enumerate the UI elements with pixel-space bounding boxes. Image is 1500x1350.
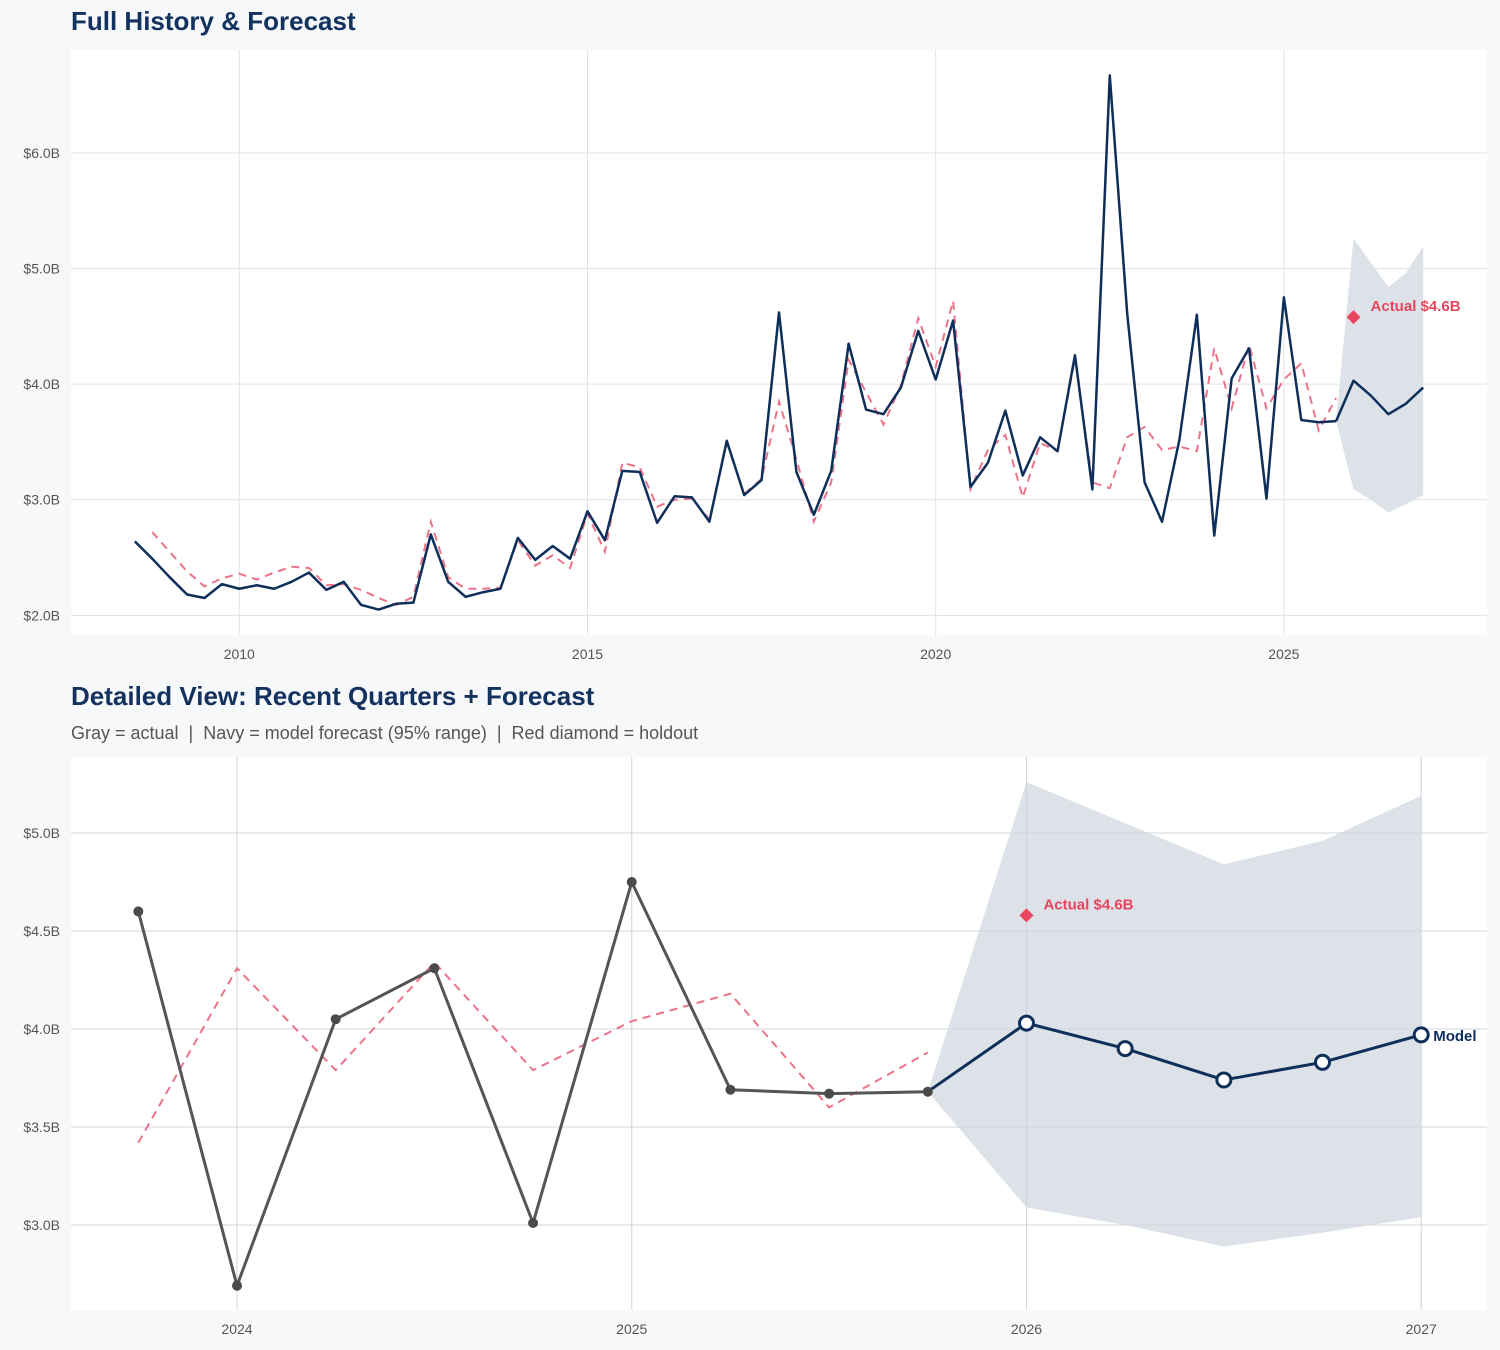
y-tick-label: $5.0B bbox=[23, 261, 60, 277]
actual-point bbox=[824, 1088, 835, 1099]
fitted-line bbox=[137, 960, 929, 1144]
y-tick-label: $5.0B bbox=[23, 825, 60, 841]
y-tick-label: $3.5B bbox=[23, 1119, 60, 1135]
actual-line bbox=[133, 74, 1337, 611]
y-tick-label: $4.0B bbox=[23, 376, 60, 392]
holdout-diamond bbox=[1019, 908, 1034, 923]
x-tick-label: 2015 bbox=[572, 646, 603, 662]
actual-point bbox=[330, 1014, 341, 1025]
forecast-95-range-band bbox=[927, 782, 1422, 1247]
detail-chart: $3.0B $3.5B $4.0B $4.5B $5.0B 2024 2025 2026 202… bbox=[23, 757, 1487, 1337]
y-tick-label: $3.0B bbox=[23, 1217, 60, 1233]
holdout-diamond bbox=[1346, 310, 1361, 325]
actual-point bbox=[626, 877, 637, 888]
top-chart-title: Full History & Forecast bbox=[71, 6, 356, 36]
y-tick-label: $4.0B bbox=[23, 1021, 60, 1037]
y-tick-label: $3.0B bbox=[23, 492, 60, 508]
forecast-95-range-band bbox=[1336, 238, 1424, 513]
actual-point bbox=[429, 963, 440, 974]
x-tick-label: 2027 bbox=[1406, 1321, 1437, 1337]
x-tick-label: 2024 bbox=[221, 1321, 252, 1337]
x-tick-label: 2025 bbox=[616, 1321, 647, 1337]
forecast-point bbox=[1412, 1026, 1430, 1044]
y-tick-label: $6.0B bbox=[23, 145, 60, 161]
x-tick-label: 2026 bbox=[1011, 1321, 1042, 1337]
forecast-point bbox=[1017, 1014, 1035, 1032]
holdout-label: Actual $4.6B bbox=[1371, 298, 1461, 315]
x-tick-label: 2010 bbox=[224, 646, 255, 662]
actual-point bbox=[133, 906, 144, 917]
history-chart: $2.0B $3.0B $4.0B $5.0B $6.0B 2010 2015 2020 202… bbox=[23, 50, 1487, 662]
actual-point bbox=[725, 1084, 736, 1095]
plot-marks bbox=[133, 74, 1425, 611]
holdout-label: Actual $4.6B bbox=[1043, 896, 1133, 913]
x-tick-label: 2025 bbox=[1268, 646, 1299, 662]
actual-point bbox=[922, 1086, 933, 1097]
plot-marks bbox=[71, 757, 1487, 1310]
forecast-point bbox=[1215, 1071, 1233, 1089]
bottom-chart-title: Detailed View: Recent Quarters + Forecas… bbox=[71, 681, 595, 711]
bottom-chart-subtitle: Gray = actual | Navy = model forecast (9… bbox=[71, 723, 699, 743]
forecast-point bbox=[1116, 1040, 1134, 1058]
model-line-label: Model bbox=[1433, 1028, 1476, 1045]
x-tick-label: 2020 bbox=[920, 646, 951, 662]
actual-point bbox=[528, 1217, 539, 1228]
y-tick-label: $4.5B bbox=[23, 923, 60, 939]
forecast-line bbox=[926, 1021, 1422, 1093]
plot-area bbox=[71, 50, 1487, 635]
forecast-line bbox=[1334, 379, 1425, 422]
forecast-point bbox=[1314, 1053, 1332, 1071]
y-tick-label: $2.0B bbox=[23, 607, 60, 623]
actual-point bbox=[232, 1280, 243, 1291]
